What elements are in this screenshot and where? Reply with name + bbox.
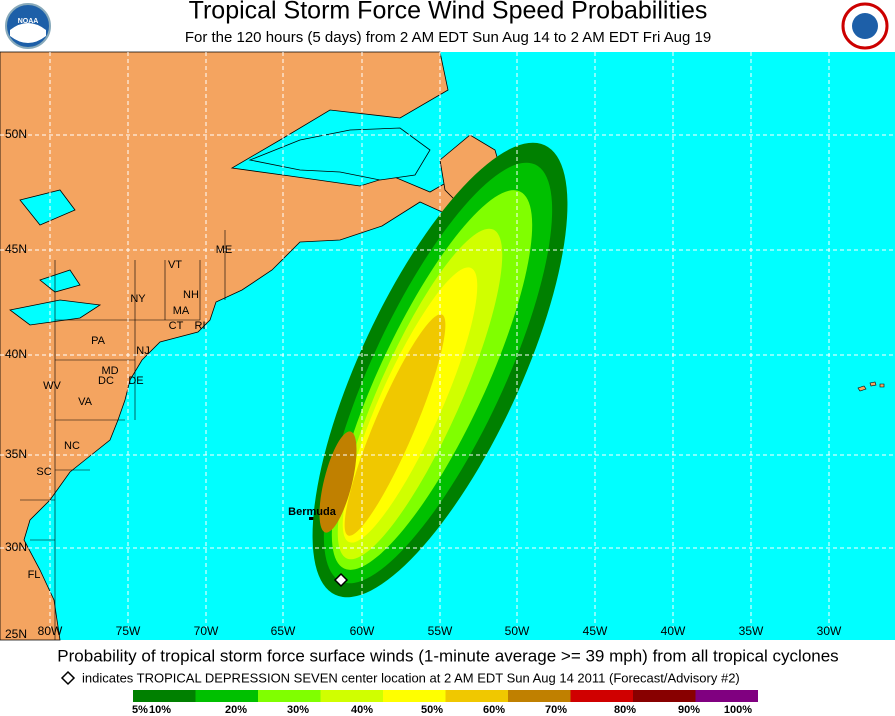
state-label: SC xyxy=(36,466,51,478)
azores-islands xyxy=(857,381,885,392)
legend-label: 50% xyxy=(421,704,443,716)
lat-label: 35N xyxy=(5,447,27,461)
noaa-logo-wave xyxy=(10,23,46,43)
lon-label: 75W xyxy=(116,624,141,638)
legend-label: 5% xyxy=(132,704,148,716)
note: indicates TROPICAL DEPRESSION SEVEN cent… xyxy=(82,670,740,685)
legend-swatch xyxy=(383,690,446,702)
caption: Probability of tropical storm force surf… xyxy=(57,646,838,665)
state-label: CT xyxy=(169,320,184,332)
legend-diamond xyxy=(60,670,76,686)
legend-label: 60% xyxy=(483,704,505,716)
legend-swatch xyxy=(633,690,696,702)
state-label: NY xyxy=(130,293,146,305)
state-label: PA xyxy=(91,335,106,347)
storm-center-marker xyxy=(333,572,349,588)
lon-label: 80W xyxy=(38,624,63,638)
lat-label: 50N xyxy=(5,127,27,141)
great-lakes xyxy=(9,189,102,326)
legend-swatch xyxy=(133,690,196,702)
lon-label: 40W xyxy=(661,624,686,638)
logo-text: NOAA xyxy=(18,18,39,25)
legend-label: 10% xyxy=(149,704,171,716)
bermuda-island xyxy=(309,517,314,520)
legend-label: 70% xyxy=(545,704,567,716)
state-label: MA xyxy=(173,305,190,317)
map: 50N 45N 40N 35N 30N 25N 80W 75W 70W 65W 60W 55W 50W 4… xyxy=(0,51,895,641)
state-label: WV xyxy=(43,380,61,392)
lat-label: 25N xyxy=(5,627,27,641)
legend-label: 100% xyxy=(724,704,752,716)
lon-label: 70W xyxy=(194,624,219,638)
state-label: DC xyxy=(98,375,114,387)
legend-label: 30% xyxy=(287,704,309,716)
lon-label: 55W xyxy=(428,624,453,638)
lon-label: 65W xyxy=(271,624,296,638)
state-borders xyxy=(20,230,226,640)
legend-swatch xyxy=(258,690,321,702)
lon-label: 35W xyxy=(739,624,764,638)
state-label: VA xyxy=(78,396,93,408)
lat-label: 45N xyxy=(5,242,27,256)
legend-swatch xyxy=(195,690,258,702)
probability-contour xyxy=(344,314,446,536)
legend-swatch xyxy=(695,690,758,702)
lat-label: 30N xyxy=(5,540,27,554)
state-label: ME xyxy=(216,244,233,256)
state-label: FL xyxy=(28,569,41,581)
land xyxy=(0,51,493,641)
state-label: MD xyxy=(101,365,118,377)
lon-label: 30W xyxy=(817,624,842,638)
lon-label: 50W xyxy=(505,624,530,638)
state-label: NC xyxy=(64,440,80,452)
legend-label: 40% xyxy=(351,704,373,716)
legend-label: 80% xyxy=(614,704,636,716)
legend-swatch xyxy=(320,690,383,702)
legend-swatch xyxy=(508,690,571,702)
legend-label: 20% xyxy=(225,704,247,716)
legend-swatch xyxy=(570,690,633,702)
state-label: NH xyxy=(183,289,199,301)
state-label: RI xyxy=(195,320,206,332)
state-label: VT xyxy=(168,259,182,271)
lat-label: 40N xyxy=(5,347,27,361)
nws-logo-inner xyxy=(852,13,878,39)
probability-contour xyxy=(319,431,357,533)
lon-label: 60W xyxy=(350,624,375,638)
title: Tropical Storm Force Wind Speed Probabil… xyxy=(189,0,708,25)
lon-label: 45W xyxy=(583,624,608,638)
state-label: NJ xyxy=(136,345,149,357)
place-label: Bermuda xyxy=(288,506,337,518)
legend-label: 90% xyxy=(678,704,700,716)
subtitle: For the 120 hours (5 days) from 2 AM EDT… xyxy=(185,29,711,46)
state-label: DE xyxy=(128,375,143,387)
legend-swatch xyxy=(445,690,508,702)
